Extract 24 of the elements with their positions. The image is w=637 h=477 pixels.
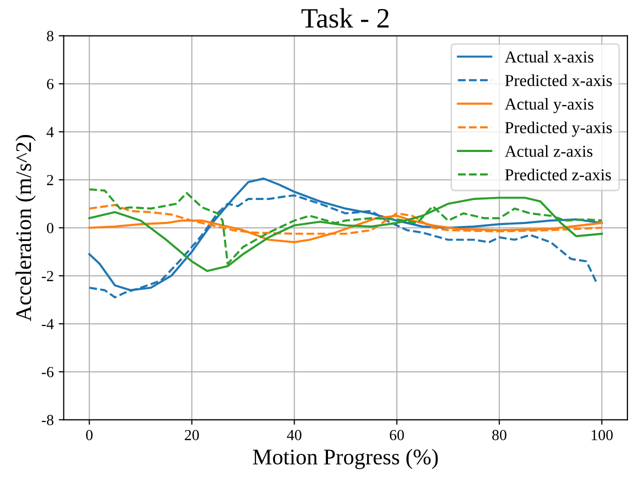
y-tick-label: -2 <box>42 270 54 282</box>
legend-label: Predicted z-axis <box>505 168 611 180</box>
y-tick-label: 8 <box>46 30 54 42</box>
x-tick-label: 40 <box>286 430 302 440</box>
legend-label: Predicted x-axis <box>505 74 612 86</box>
x-tick-label: 80 <box>492 430 506 440</box>
y-tick-label: -4 <box>42 319 54 330</box>
y-tick-label: 6 <box>46 78 54 90</box>
x-tick-label: 60 <box>390 430 404 440</box>
x-tick-label: 100 <box>592 430 613 440</box>
y-tick-label: 2 <box>47 174 54 186</box>
legend-label: Predicted y-axis <box>505 122 612 137</box>
x-axis-title: Motion Progress (%) <box>253 448 438 470</box>
y-tick-label: 4 <box>46 127 54 138</box>
y-tick-label: -8 <box>42 414 54 426</box>
legend-label: Actual z-axis <box>504 145 592 157</box>
x-tick-label: 0 <box>86 430 93 440</box>
y-tick-label: -6 <box>42 366 54 378</box>
chart-title: Task - 2 <box>302 8 389 28</box>
legend-label: Actual y-axis <box>504 98 594 114</box>
y-tick-label: 0 <box>46 222 54 234</box>
y-axis-title: Acceleration (m/s^2) <box>16 134 36 322</box>
x-tick-label: 20 <box>184 430 199 440</box>
legend-label: Actual x-axis <box>504 50 594 63</box>
